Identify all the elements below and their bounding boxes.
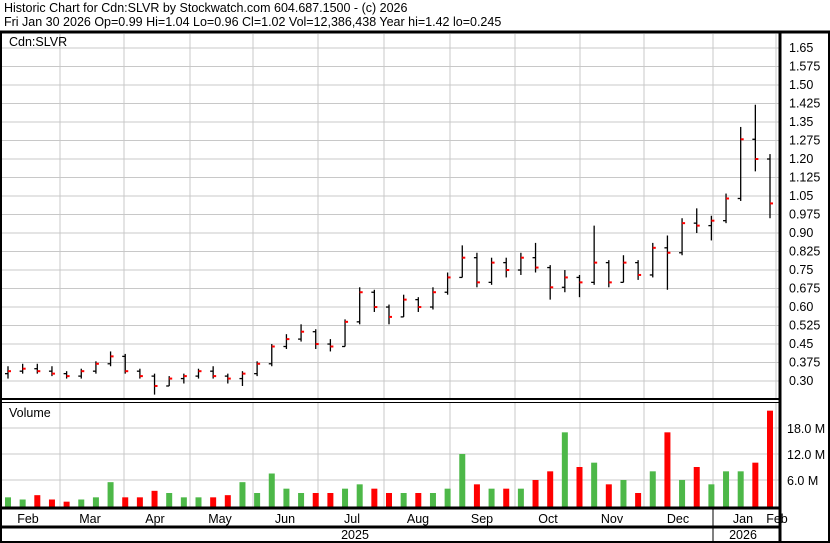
price-tick-label: 0.30 bbox=[789, 374, 813, 388]
volume-bar bbox=[400, 493, 407, 507]
volume-bar bbox=[737, 471, 744, 507]
volume-bar bbox=[723, 471, 730, 507]
volume-bar bbox=[532, 480, 539, 507]
month-label: Jul bbox=[344, 512, 360, 526]
volume-bar bbox=[635, 493, 642, 507]
month-label: Jun bbox=[275, 512, 295, 526]
volume-bar bbox=[693, 467, 700, 507]
volume-bar bbox=[210, 497, 217, 507]
price-tick-label: 0.825 bbox=[789, 245, 820, 259]
price-tick-label: 1.05 bbox=[789, 189, 813, 203]
volume-bar bbox=[312, 493, 319, 507]
volume-bar bbox=[283, 488, 290, 507]
volume-bar bbox=[649, 471, 656, 507]
volume-tick-label: 6.0 M bbox=[787, 474, 818, 488]
volume-bar bbox=[78, 499, 85, 507]
price-tick-label: 1.35 bbox=[789, 115, 813, 129]
volume-bar bbox=[561, 432, 568, 507]
volume-bar bbox=[224, 495, 231, 507]
volume-bar bbox=[767, 410, 773, 507]
price-tick-label: 1.125 bbox=[789, 171, 820, 185]
volume-bar bbox=[415, 493, 422, 507]
price-tick-label: 0.60 bbox=[789, 300, 813, 314]
volume-bar bbox=[576, 467, 583, 507]
volume-bar bbox=[371, 488, 378, 507]
volume-bar bbox=[386, 493, 392, 507]
volume-bar bbox=[444, 488, 451, 507]
volume-bar bbox=[166, 493, 173, 507]
volume-bar bbox=[473, 484, 480, 507]
volume-bar bbox=[136, 497, 143, 507]
month-label: Feb bbox=[766, 512, 788, 526]
volume-bar bbox=[503, 488, 510, 507]
volume-bar bbox=[239, 482, 246, 507]
price-tick-label: 0.45 bbox=[789, 337, 813, 351]
price-tick-label: 0.375 bbox=[789, 356, 820, 370]
month-label: Feb bbox=[17, 512, 39, 526]
volume-bar bbox=[517, 488, 524, 507]
price-tick-label: 1.275 bbox=[789, 134, 820, 148]
month-label: Sep bbox=[471, 512, 493, 526]
volume-bar bbox=[459, 454, 466, 507]
month-label: Dec bbox=[667, 512, 689, 526]
price-tick-label: 0.90 bbox=[789, 226, 813, 240]
year-label: 2025 bbox=[341, 528, 369, 542]
price-tick-label: 0.975 bbox=[789, 208, 820, 222]
volume-bar bbox=[254, 493, 261, 507]
chart-title: Historic Chart for Cdn:SLVR by Stockwatc… bbox=[4, 1, 408, 15]
volume-bar bbox=[34, 495, 41, 507]
price-tick-label: 1.65 bbox=[789, 41, 813, 55]
volume-tick-label: 12.0 M bbox=[787, 448, 825, 462]
month-label: Nov bbox=[601, 512, 624, 526]
volume-bar bbox=[327, 493, 334, 507]
volume-bar bbox=[5, 497, 11, 507]
volume-bar bbox=[591, 462, 598, 507]
volume-bar bbox=[19, 499, 26, 507]
volume-bar bbox=[342, 488, 349, 507]
volume-bar bbox=[195, 497, 202, 507]
volume-bar bbox=[107, 482, 114, 507]
price-tick-label: 0.675 bbox=[789, 282, 820, 296]
volume-bar bbox=[488, 488, 495, 507]
volume-bar bbox=[356, 484, 363, 507]
price-tick-label: 1.425 bbox=[789, 97, 820, 111]
symbol-label: Cdn:SLVR bbox=[9, 35, 67, 49]
month-label: Aug bbox=[407, 512, 429, 526]
price-tick-label: 1.20 bbox=[789, 152, 813, 166]
volume-bar bbox=[122, 497, 129, 507]
volume-label: Volume bbox=[9, 406, 51, 420]
volume-bar bbox=[708, 484, 715, 507]
volume-bar bbox=[298, 493, 305, 507]
month-label: May bbox=[208, 512, 232, 526]
volume-bar bbox=[547, 471, 554, 507]
year-label: 2026 bbox=[729, 528, 757, 542]
month-label: Jan bbox=[733, 512, 753, 526]
volume-bar bbox=[752, 462, 759, 507]
volume-bar bbox=[48, 499, 55, 507]
volume-bar bbox=[679, 480, 686, 507]
month-label: Mar bbox=[79, 512, 101, 526]
volume-bar bbox=[620, 480, 627, 507]
volume-bar bbox=[92, 497, 99, 507]
volume-bar bbox=[664, 432, 671, 507]
volume-bar bbox=[180, 497, 187, 507]
volume-bar bbox=[605, 484, 612, 507]
volume-bar bbox=[63, 501, 70, 507]
volume-bar bbox=[268, 473, 275, 507]
volume-bar bbox=[429, 493, 436, 507]
price-tick-label: 1.575 bbox=[789, 60, 820, 74]
volume-bar bbox=[151, 490, 158, 507]
quote-summary: Fri Jan 30 2026 Op=0.99 Hi=1.04 Lo=0.96 … bbox=[4, 15, 502, 29]
month-label: Oct bbox=[538, 512, 558, 526]
month-label: Apr bbox=[145, 512, 164, 526]
price-tick-label: 0.525 bbox=[789, 319, 820, 333]
price-tick-label: 1.50 bbox=[789, 78, 813, 92]
volume-tick-label: 18.0 M bbox=[787, 422, 825, 436]
price-tick-label: 0.75 bbox=[789, 263, 813, 277]
